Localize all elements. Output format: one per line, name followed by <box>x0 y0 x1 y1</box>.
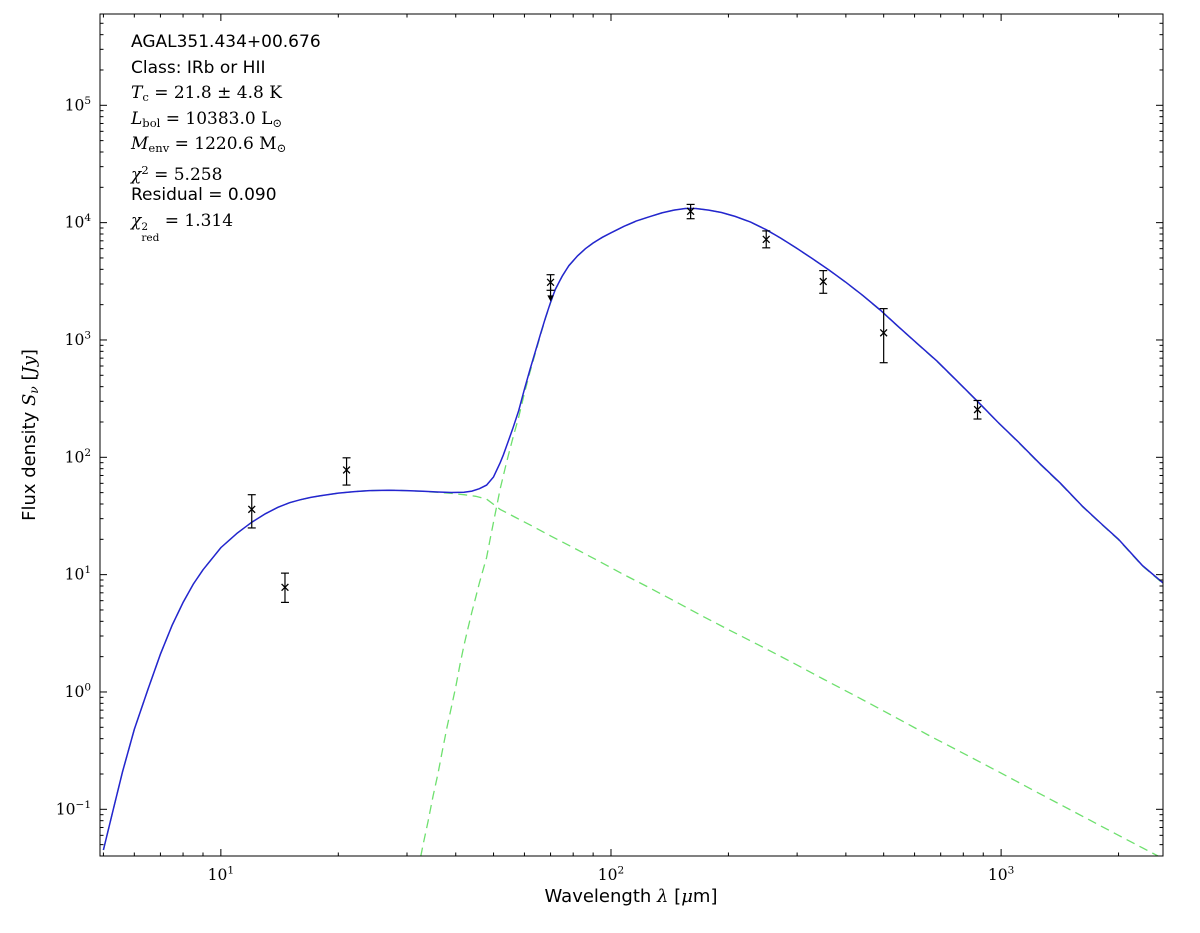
y-tick-label: 104 <box>65 212 92 232</box>
text-segment: env <box>148 141 170 155</box>
text-segment: ] <box>18 349 40 357</box>
y-tick-label: 10−1 <box>56 799 91 819</box>
y-tick-label: 105 <box>65 95 91 115</box>
text-segment: Jy <box>18 356 40 374</box>
observed-point <box>879 308 888 364</box>
text-segment: L <box>131 108 143 129</box>
observed-point <box>762 230 771 249</box>
text-segment: bol <box>142 115 161 130</box>
plot-border <box>99 13 1164 857</box>
x-tick-label: 101 <box>208 865 234 885</box>
text-segment: 2 red <box>141 221 160 244</box>
observed-point <box>342 457 351 486</box>
text-segment: T <box>131 83 143 103</box>
data-marker <box>973 405 982 414</box>
text-segment: λ <box>657 886 669 907</box>
observed-point <box>280 572 289 603</box>
data-marker <box>342 466 351 474</box>
text-segment: M <box>131 134 149 154</box>
y-tick-label: 103 <box>65 329 91 349</box>
annotation-line: AGAL351.434+00.676 <box>131 30 321 56</box>
data-marker <box>546 278 555 287</box>
total-fit-curve <box>102 207 1163 851</box>
observed-point <box>819 270 828 294</box>
text-segment: [ <box>18 373 40 387</box>
text-segment: ⊙ <box>272 115 283 130</box>
data-marker <box>819 277 828 286</box>
text-segment: Class: IRb or HII <box>131 57 266 78</box>
observed-point <box>686 203 695 220</box>
text-segment: = 1220.6 M <box>169 134 277 154</box>
text-segment: c <box>142 90 149 104</box>
data-marker <box>686 207 695 216</box>
data-marker <box>762 235 771 244</box>
text-segment: ν <box>27 386 42 394</box>
y-axis-label: Flux density Sν [Jy] <box>19 349 41 521</box>
x-tick-label: 102 <box>598 865 624 885</box>
annotation-line: Residual = 0.090 <box>131 183 321 209</box>
text-segment: = 1.314 <box>159 210 234 231</box>
cold-dust-component-curve <box>420 207 1163 856</box>
y-tick-label: 101 <box>65 564 91 584</box>
observed-point <box>247 494 256 529</box>
observed-point <box>973 399 982 420</box>
text-segment: = 21.8 ± 4.8 K <box>148 83 282 103</box>
annotation-line: Class: IRb or HII <box>131 56 321 82</box>
annotation-line: χ 2 red = 1.314 <box>131 209 321 243</box>
annotation-line: Menv = 1220.6 M⊙ <box>131 132 321 158</box>
data-marker <box>247 505 256 514</box>
y-tick-label: 100 <box>65 681 91 701</box>
annotation-block: AGAL351.434+00.676 Class: IRb or HII Tc = … <box>131 30 321 243</box>
text-segment: Residual = 0.090 <box>131 185 277 205</box>
x-axis-label: Wavelength λ [μm] <box>545 886 718 907</box>
annotation-line: Tc = 21.8 ± 4.8 K <box>131 81 321 107</box>
text-segment: m] <box>692 886 718 907</box>
text-segment: = 5.258 <box>148 164 223 185</box>
text-segment: = 10383.0 L <box>160 108 273 129</box>
text-segment: ⊙ <box>276 141 287 155</box>
text-segment: [ <box>668 886 682 907</box>
data-marker <box>879 328 888 337</box>
annotation-line: Lbol = 10383.0 L⊙ <box>131 107 321 133</box>
data-marker <box>281 583 289 592</box>
x-tick-label: 103 <box>988 865 1014 885</box>
text-segment: χ <box>131 210 142 231</box>
y-tick-label: 102 <box>65 447 91 467</box>
text-segment: Wavelength <box>544 886 658 907</box>
text-segment: AGAL351.434+00.676 <box>131 32 321 52</box>
text-segment: μ <box>681 886 693 907</box>
text-segment: Flux density <box>18 406 40 521</box>
text-segment: 2 <box>141 162 149 177</box>
upper-limit-arrowhead <box>547 295 554 302</box>
text-segment: S <box>18 393 40 407</box>
warm-component-curve <box>102 489 1160 856</box>
annotation-line: χ2 = 5.258 <box>131 158 321 185</box>
observed-point <box>546 274 555 302</box>
text-segment: χ <box>131 164 142 185</box>
